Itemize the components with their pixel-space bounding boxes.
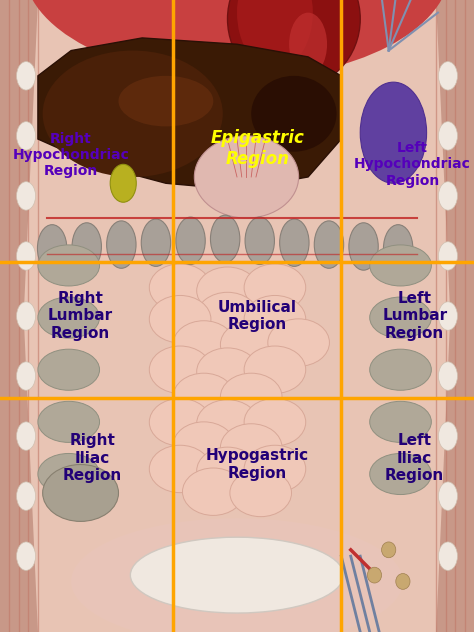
Ellipse shape [17, 62, 36, 90]
Ellipse shape [118, 76, 213, 126]
Ellipse shape [71, 518, 403, 632]
Ellipse shape [438, 242, 457, 270]
Ellipse shape [370, 245, 431, 286]
Ellipse shape [220, 321, 282, 368]
Ellipse shape [438, 422, 457, 450]
Ellipse shape [228, 0, 360, 88]
Ellipse shape [17, 542, 36, 570]
Ellipse shape [197, 447, 258, 494]
Ellipse shape [251, 76, 337, 152]
Ellipse shape [370, 297, 431, 338]
Ellipse shape [197, 400, 258, 447]
Ellipse shape [244, 296, 306, 343]
Ellipse shape [149, 264, 211, 312]
Ellipse shape [38, 349, 100, 391]
Ellipse shape [210, 215, 240, 263]
Ellipse shape [237, 0, 313, 70]
Ellipse shape [370, 454, 431, 494]
Ellipse shape [173, 321, 235, 368]
Ellipse shape [220, 424, 282, 471]
Polygon shape [24, 0, 450, 632]
Ellipse shape [438, 121, 457, 150]
Ellipse shape [230, 469, 292, 517]
Ellipse shape [349, 223, 378, 270]
Ellipse shape [197, 267, 258, 314]
Text: Hypogastric
Region: Hypogastric Region [206, 448, 309, 481]
Ellipse shape [244, 445, 306, 493]
Ellipse shape [37, 225, 67, 272]
Polygon shape [0, 0, 57, 632]
Ellipse shape [438, 301, 457, 331]
Ellipse shape [173, 336, 225, 375]
Ellipse shape [176, 217, 205, 264]
Ellipse shape [197, 348, 258, 396]
Text: Left
Hypochondriac
Region: Left Hypochondriac Region [354, 141, 471, 188]
Ellipse shape [220, 337, 273, 376]
Polygon shape [38, 38, 341, 190]
Ellipse shape [244, 346, 306, 393]
Ellipse shape [360, 82, 427, 183]
Ellipse shape [370, 401, 431, 442]
Ellipse shape [438, 62, 457, 90]
Ellipse shape [17, 181, 36, 210]
Ellipse shape [280, 219, 309, 267]
Ellipse shape [268, 319, 329, 366]
Text: Right
Iliac
Region: Right Iliac Region [63, 434, 122, 483]
Ellipse shape [194, 136, 299, 218]
Ellipse shape [173, 373, 235, 421]
Ellipse shape [38, 401, 100, 442]
Ellipse shape [182, 468, 244, 516]
Text: Left
Lumbar
Region: Left Lumbar Region [382, 291, 447, 341]
Ellipse shape [244, 399, 306, 446]
Ellipse shape [149, 346, 211, 393]
Ellipse shape [245, 217, 274, 264]
Ellipse shape [17, 422, 36, 450]
Ellipse shape [438, 181, 457, 210]
Ellipse shape [367, 568, 382, 583]
Ellipse shape [24, 0, 450, 79]
Ellipse shape [38, 454, 100, 494]
Text: Epigastric
Region: Epigastric Region [210, 129, 304, 168]
Ellipse shape [17, 362, 36, 390]
Ellipse shape [314, 221, 344, 268]
Ellipse shape [438, 482, 457, 511]
Ellipse shape [110, 164, 137, 202]
Ellipse shape [43, 465, 118, 521]
Ellipse shape [220, 373, 282, 421]
Ellipse shape [149, 296, 211, 343]
Ellipse shape [38, 297, 100, 338]
Ellipse shape [17, 242, 36, 270]
Ellipse shape [149, 399, 211, 446]
Ellipse shape [38, 245, 100, 286]
Ellipse shape [17, 301, 36, 331]
Text: Right
Hypochondriac
Region: Right Hypochondriac Region [13, 131, 129, 178]
Ellipse shape [173, 422, 235, 469]
Ellipse shape [72, 223, 101, 270]
Text: Left
Iliac
Region: Left Iliac Region [385, 434, 444, 483]
Ellipse shape [173, 309, 225, 348]
Ellipse shape [17, 482, 36, 511]
Ellipse shape [149, 445, 211, 493]
Ellipse shape [107, 221, 136, 268]
Ellipse shape [383, 225, 413, 272]
Ellipse shape [438, 542, 457, 570]
Ellipse shape [289, 13, 327, 76]
Ellipse shape [197, 292, 258, 340]
Ellipse shape [130, 537, 344, 613]
Text: Umbilical
Region: Umbilical Region [218, 300, 297, 332]
Ellipse shape [244, 264, 306, 312]
Ellipse shape [370, 349, 431, 391]
Ellipse shape [141, 219, 171, 267]
Ellipse shape [43, 51, 223, 177]
Ellipse shape [220, 310, 273, 349]
Text: Right
Lumbar
Region: Right Lumbar Region [48, 291, 113, 341]
Ellipse shape [396, 574, 410, 589]
Ellipse shape [17, 121, 36, 150]
Polygon shape [417, 0, 474, 632]
Ellipse shape [438, 362, 457, 390]
Ellipse shape [382, 542, 396, 558]
